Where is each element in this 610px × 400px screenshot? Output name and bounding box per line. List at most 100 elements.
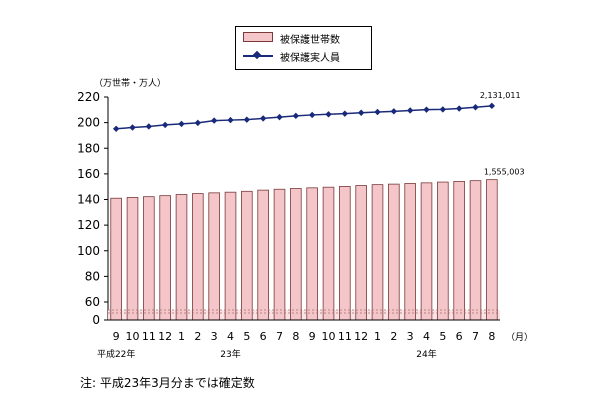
x-tick-label: 4 bbox=[227, 330, 234, 343]
bar bbox=[420, 182, 433, 321]
x-year-label: 23年 bbox=[220, 348, 240, 360]
line-point bbox=[243, 116, 251, 123]
line-point bbox=[161, 121, 169, 129]
line-point bbox=[308, 111, 316, 119]
line-point bbox=[292, 112, 300, 120]
x-tick-label: 7 bbox=[276, 330, 283, 343]
x-tick-label: 4 bbox=[423, 330, 430, 343]
x-year-label: 平成22年 bbox=[97, 348, 135, 360]
y-axis-label: （万世帯・万人） bbox=[94, 77, 166, 89]
line-point bbox=[276, 113, 283, 121]
bar bbox=[126, 197, 139, 321]
bar bbox=[192, 193, 204, 321]
bar bbox=[437, 181, 449, 321]
y-tick-label: 120 bbox=[77, 218, 100, 232]
x-tick-label: 9 bbox=[113, 330, 120, 343]
x-tick-label: 5 bbox=[243, 330, 250, 343]
x-tick-label: 7 bbox=[472, 330, 479, 343]
line-point bbox=[325, 111, 332, 118]
x-axis-unit: （月） bbox=[506, 332, 533, 343]
y-tick-label: 80 bbox=[85, 269, 100, 283]
x-tick-label: 9 bbox=[309, 330, 316, 343]
legend-item-bar: 被保護世帯数 bbox=[236, 30, 371, 46]
y-tick-label: 140 bbox=[77, 193, 100, 207]
y-tick-label: 160 bbox=[77, 167, 100, 181]
bar bbox=[355, 185, 367, 321]
x-tick-label: 8 bbox=[292, 330, 299, 343]
legend-item-line: 被保護実人員 bbox=[236, 48, 371, 64]
axis-break-strip bbox=[108, 310, 500, 320]
bar bbox=[469, 180, 482, 321]
legend-bar-swatch bbox=[243, 32, 273, 42]
line-point bbox=[374, 108, 381, 116]
bar bbox=[486, 179, 498, 321]
line-point bbox=[178, 120, 185, 128]
y-tick-label: 0 bbox=[92, 313, 100, 327]
x-tick-label: 3 bbox=[407, 330, 414, 343]
bar bbox=[404, 183, 416, 321]
line-point bbox=[145, 123, 153, 130]
line-point bbox=[472, 104, 479, 111]
y-tick-label: 180 bbox=[77, 141, 100, 155]
line-point bbox=[227, 116, 234, 124]
x-year-label: 24年 bbox=[416, 348, 436, 360]
y-tick-label: 60 bbox=[85, 295, 100, 309]
y-tick-label: 200 bbox=[77, 116, 100, 130]
x-tick-label: 11 bbox=[142, 330, 156, 343]
line-point bbox=[390, 108, 398, 115]
x-tick-label: 10 bbox=[322, 330, 336, 343]
x-tick-label: 1 bbox=[374, 330, 381, 343]
x-tick-label: 12 bbox=[158, 330, 172, 343]
line-point bbox=[210, 117, 218, 124]
line-point bbox=[341, 110, 349, 117]
line-point bbox=[488, 102, 496, 110]
line-point bbox=[357, 109, 365, 116]
x-tick-label: 10 bbox=[126, 330, 140, 343]
bar bbox=[388, 183, 400, 321]
bar bbox=[290, 188, 302, 321]
bar bbox=[306, 187, 318, 321]
x-tick-label: 1 bbox=[178, 330, 185, 343]
bar bbox=[453, 181, 465, 321]
y-tick-label: 220 bbox=[77, 90, 100, 104]
bar-end-annotation: 1,555,003 bbox=[484, 168, 525, 177]
bar bbox=[257, 189, 269, 321]
line-point bbox=[423, 106, 430, 113]
x-tick-label: 3 bbox=[211, 330, 218, 343]
line-point bbox=[406, 107, 414, 114]
line-point bbox=[112, 125, 120, 132]
bar bbox=[175, 194, 188, 321]
x-tick-label: 6 bbox=[456, 330, 463, 343]
line-point bbox=[439, 106, 447, 113]
line-point bbox=[129, 124, 136, 131]
bar bbox=[224, 191, 237, 321]
y-tick-label: 100 bbox=[77, 244, 100, 258]
bar bbox=[339, 186, 351, 321]
bar bbox=[110, 197, 122, 321]
bar bbox=[208, 192, 220, 321]
x-tick-label: 8 bbox=[488, 330, 495, 343]
legend-line-label: 被保護実人員 bbox=[280, 53, 340, 64]
bar bbox=[159, 195, 171, 321]
x-tick-label: 6 bbox=[260, 330, 267, 343]
x-tick-label: 2 bbox=[390, 330, 397, 343]
x-tick-label: 11 bbox=[338, 330, 352, 343]
bar bbox=[371, 184, 384, 321]
x-tick-label: 12 bbox=[354, 330, 368, 343]
bar bbox=[241, 190, 253, 321]
legend-diamond-marker bbox=[252, 50, 262, 60]
legend-bar-label: 被保護世帯数 bbox=[280, 35, 340, 46]
line-point bbox=[194, 119, 202, 127]
series-line bbox=[116, 105, 492, 130]
line-end-annotation: 2,131,011 bbox=[480, 91, 521, 100]
bar bbox=[143, 196, 155, 321]
legend: 被保護世帯数 被保護実人員 bbox=[235, 26, 372, 70]
bar bbox=[322, 186, 335, 321]
line-point bbox=[259, 115, 267, 122]
x-tick-label: 2 bbox=[194, 330, 201, 343]
line-point bbox=[455, 105, 463, 112]
bar bbox=[273, 188, 286, 321]
footnote: 注: 平成23年3月分までは確定数 bbox=[80, 376, 255, 390]
x-tick-label: 5 bbox=[439, 330, 446, 343]
